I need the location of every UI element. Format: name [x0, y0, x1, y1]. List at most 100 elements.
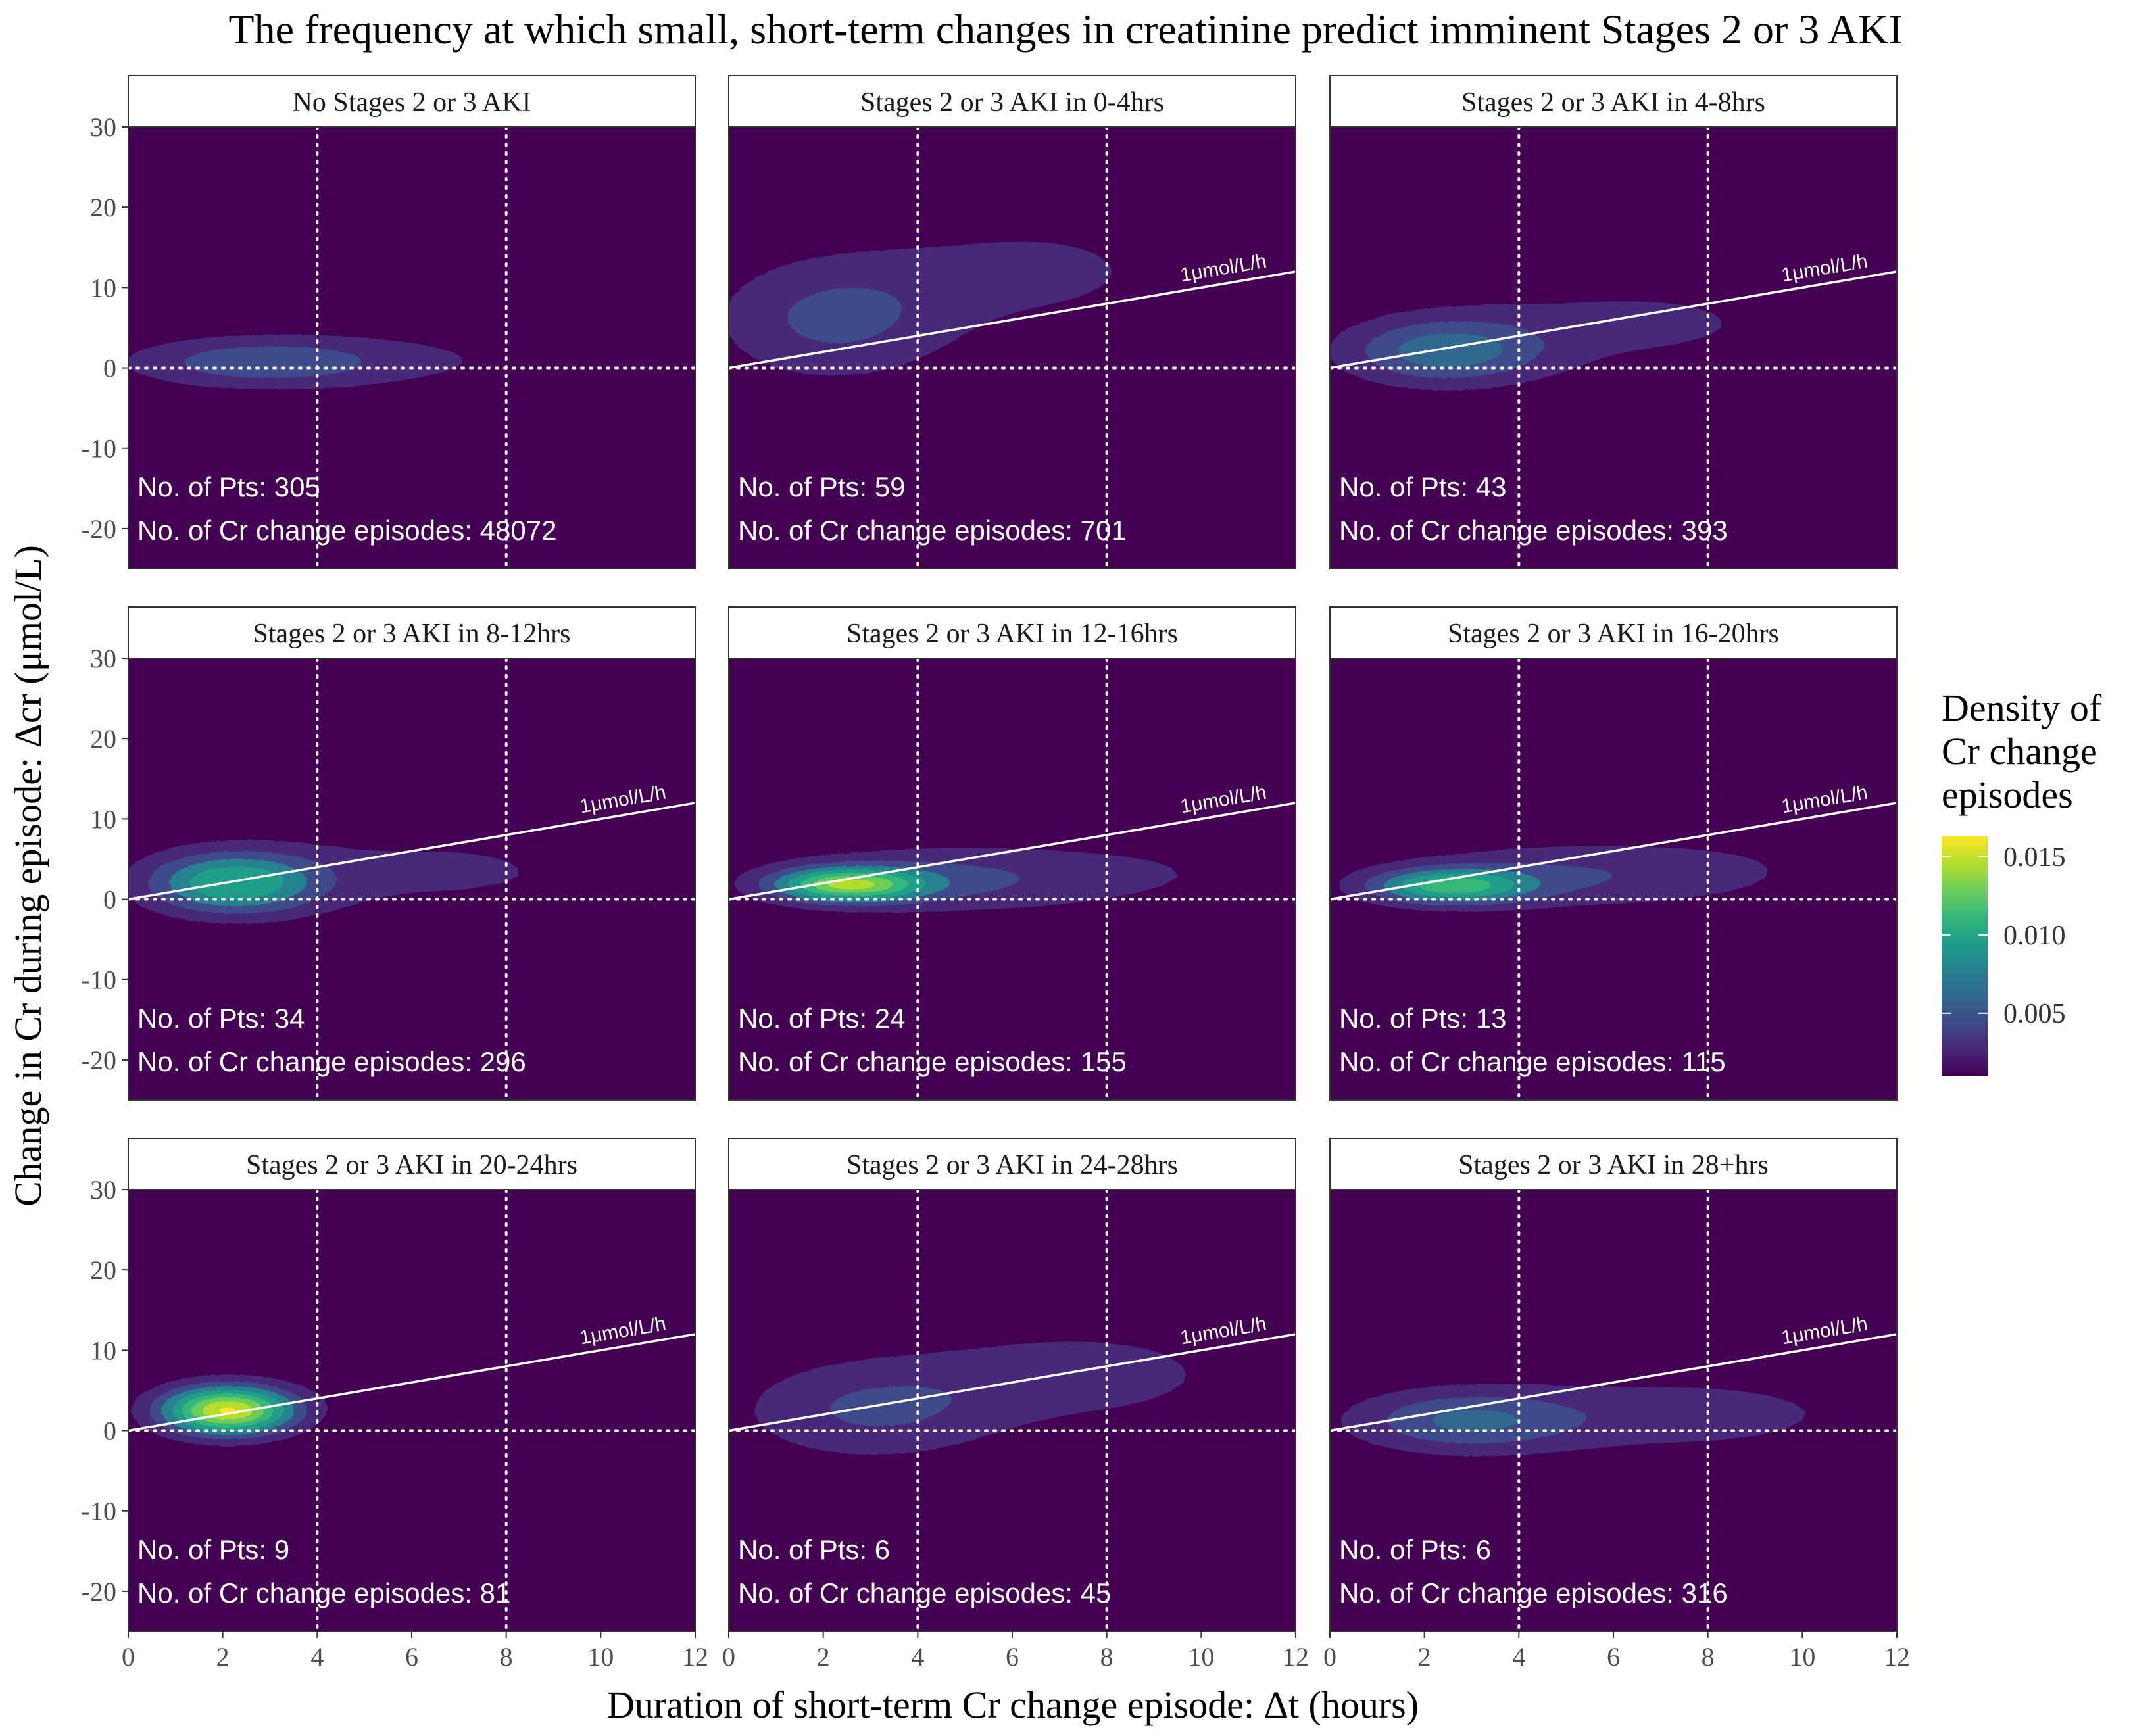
- density-level-band: [729, 241, 1112, 376]
- legend-tick-label: 0.005: [2003, 999, 2066, 1029]
- panel-strip: [1329, 75, 1898, 128]
- y-tick-label: 10: [90, 1336, 116, 1365]
- y-tick-label: -10: [82, 1497, 116, 1526]
- slope-line: [1329, 1333, 1898, 1432]
- x-tick-label: 10: [1789, 1642, 1815, 1672]
- y-tick-label: -10: [82, 965, 116, 995]
- episodes-count-label: No. of Cr change episodes: 296: [137, 1046, 526, 1077]
- density-contours: [128, 325, 608, 398]
- legend-title: Density of: [1942, 687, 2102, 729]
- pts-count-label: No. of Pts: 59: [738, 471, 905, 502]
- panel-title: No Stages 2 or 3 AKI: [293, 87, 531, 118]
- y-tick-label: 30: [90, 112, 116, 142]
- slope-line: [728, 270, 1296, 370]
- y-tick-label: 20: [90, 193, 116, 222]
- panel-strip: [1329, 606, 1898, 659]
- chart-title: The frequency at which small, short-term…: [229, 6, 1903, 53]
- legend-title: Cr change: [1942, 730, 2097, 773]
- y-tick-label: -20: [82, 1577, 116, 1606]
- legend-title: episodes: [1942, 773, 2073, 816]
- episodes-count-label: No. of Cr change episodes: 155: [738, 1046, 1127, 1077]
- pts-count-label: No. of Pts: 9: [137, 1534, 289, 1565]
- panel-title: Stages 2 or 3 AKI in 16-20hrs: [1448, 619, 1779, 649]
- x-tick-label: 8: [1100, 1642, 1114, 1672]
- x-tick-label: 12: [682, 1642, 708, 1672]
- panel-border: [128, 126, 696, 569]
- panel-border: [128, 658, 696, 1101]
- episodes-count-label: No. of Cr change episodes: 45: [738, 1578, 1111, 1608]
- episodes-count-label: No. of Cr change episodes: 701: [738, 515, 1127, 546]
- panel-border: [728, 658, 1296, 1101]
- panel-border: [1329, 126, 1898, 569]
- density-level-band: [185, 345, 363, 379]
- panel-strip: [128, 606, 696, 659]
- episodes-count-label: No. of Cr change episodes: 81: [137, 1578, 510, 1608]
- y-tick-label: -10: [82, 434, 116, 464]
- facet-panels: No Stages 2 or 3 AKI No. of Pts: 305 No. o…: [82, 75, 1910, 1672]
- x-tick-label: 12: [1884, 1642, 1910, 1672]
- density-contours: [1330, 276, 1825, 400]
- x-tick-label: 2: [817, 1642, 830, 1672]
- pts-count-label: No. of Pts: 34: [137, 1003, 305, 1034]
- density-level-band: [1432, 1409, 1517, 1432]
- facet-panel: Stages 2 or 3 AKI in 8-12hrs1μmol/L/hNo.…: [82, 606, 697, 1101]
- facet-panel: Stages 2 or 3 AKI in 12-16hrs1μmol/L/hNo…: [727, 606, 1297, 1101]
- pts-count-label: No. of Pts: 6: [1339, 1534, 1491, 1565]
- y-tick-label: -20: [82, 514, 116, 544]
- x-tick-label: 6: [1607, 1642, 1620, 1672]
- density-level-band: [1398, 333, 1503, 368]
- density-level-band: [829, 1386, 952, 1427]
- density-contours: [1330, 1370, 1890, 1466]
- slope-line: [128, 1333, 696, 1432]
- slope-line: [1329, 802, 1898, 901]
- y-tick-label: 0: [103, 1416, 116, 1446]
- panel-title: Stages 2 or 3 AKI in 4-8hrs: [1461, 87, 1765, 118]
- panel-title: Stages 2 or 3 AKI in 28+hrs: [1458, 1150, 1769, 1180]
- x-tick-label: 10: [587, 1642, 614, 1672]
- x-tick-label: 6: [405, 1642, 418, 1672]
- panel-title: Stages 2 or 3 AKI in 8-12hrs: [253, 619, 571, 649]
- y-tick-label: 0: [103, 885, 116, 915]
- x-axis-label: Duration of short-term Cr change episode…: [607, 1683, 1419, 1726]
- x-tick-label: 8: [1702, 1642, 1715, 1672]
- panel-title: Stages 2 or 3 AKI in 20-24hrs: [246, 1150, 577, 1180]
- x-tick-label: 0: [722, 1642, 735, 1672]
- x-tick-label: 10: [1188, 1642, 1214, 1672]
- x-tick-label: 4: [310, 1642, 324, 1672]
- panel-title: Stages 2 or 3 AKI in 0-4hrs: [860, 87, 1164, 118]
- panel-strip: [128, 75, 696, 128]
- facet-panel: Stages 2 or 3 AKI in 24-28hrs1μmol/L/hNo…: [722, 1138, 1309, 1672]
- x-tick-label: 2: [216, 1642, 230, 1672]
- slope-line: [128, 802, 696, 901]
- legend-colorbar: [1942, 836, 1988, 1076]
- y-tick-label: 30: [90, 1175, 116, 1205]
- legend-tick-label: 0.015: [2003, 842, 2066, 873]
- panel-strip: [728, 1138, 1296, 1190]
- legend-tick-label: 0.010: [2003, 921, 2066, 951]
- pts-count-label: No. of Pts: 43: [1339, 471, 1506, 502]
- panel-title: Stages 2 or 3 AKI in 12-16hrs: [846, 619, 1178, 649]
- density-contours: [1330, 832, 1840, 918]
- x-tick-label: 2: [1418, 1642, 1431, 1672]
- y-tick-label: 30: [90, 644, 116, 673]
- facet-panel: Stages 2 or 3 AKI in 4-8hrs1μmol/L/hNo. …: [1329, 75, 1898, 570]
- pts-count-label: No. of Pts: 13: [1339, 1003, 1506, 1034]
- facet-panel: Stages 2 or 3 AKI in 16-20hrs1μmol/L/hNo…: [1329, 606, 1898, 1101]
- x-tick-label: 0: [1323, 1642, 1336, 1672]
- pts-count-label: No. of Pts: 6: [738, 1534, 890, 1565]
- x-tick-label: 4: [911, 1642, 924, 1672]
- x-tick-label: 4: [1512, 1642, 1525, 1672]
- y-tick-label: 0: [103, 354, 116, 383]
- facet-panel: No Stages 2 or 3 AKI No. of Pts: 305 No. o…: [82, 75, 697, 570]
- x-tick-label: 12: [1283, 1642, 1309, 1672]
- episodes-count-label: No. of Cr change episodes: 393: [1339, 515, 1728, 546]
- density-contours: [128, 1368, 349, 1453]
- panel-strip: [1329, 1138, 1898, 1190]
- y-tick-label: 20: [90, 724, 116, 754]
- pts-count-label: No. of Pts: 24: [738, 1003, 905, 1034]
- panel-strip: [128, 1138, 696, 1190]
- x-tick-label: 0: [122, 1642, 135, 1672]
- density-contours: [128, 829, 622, 932]
